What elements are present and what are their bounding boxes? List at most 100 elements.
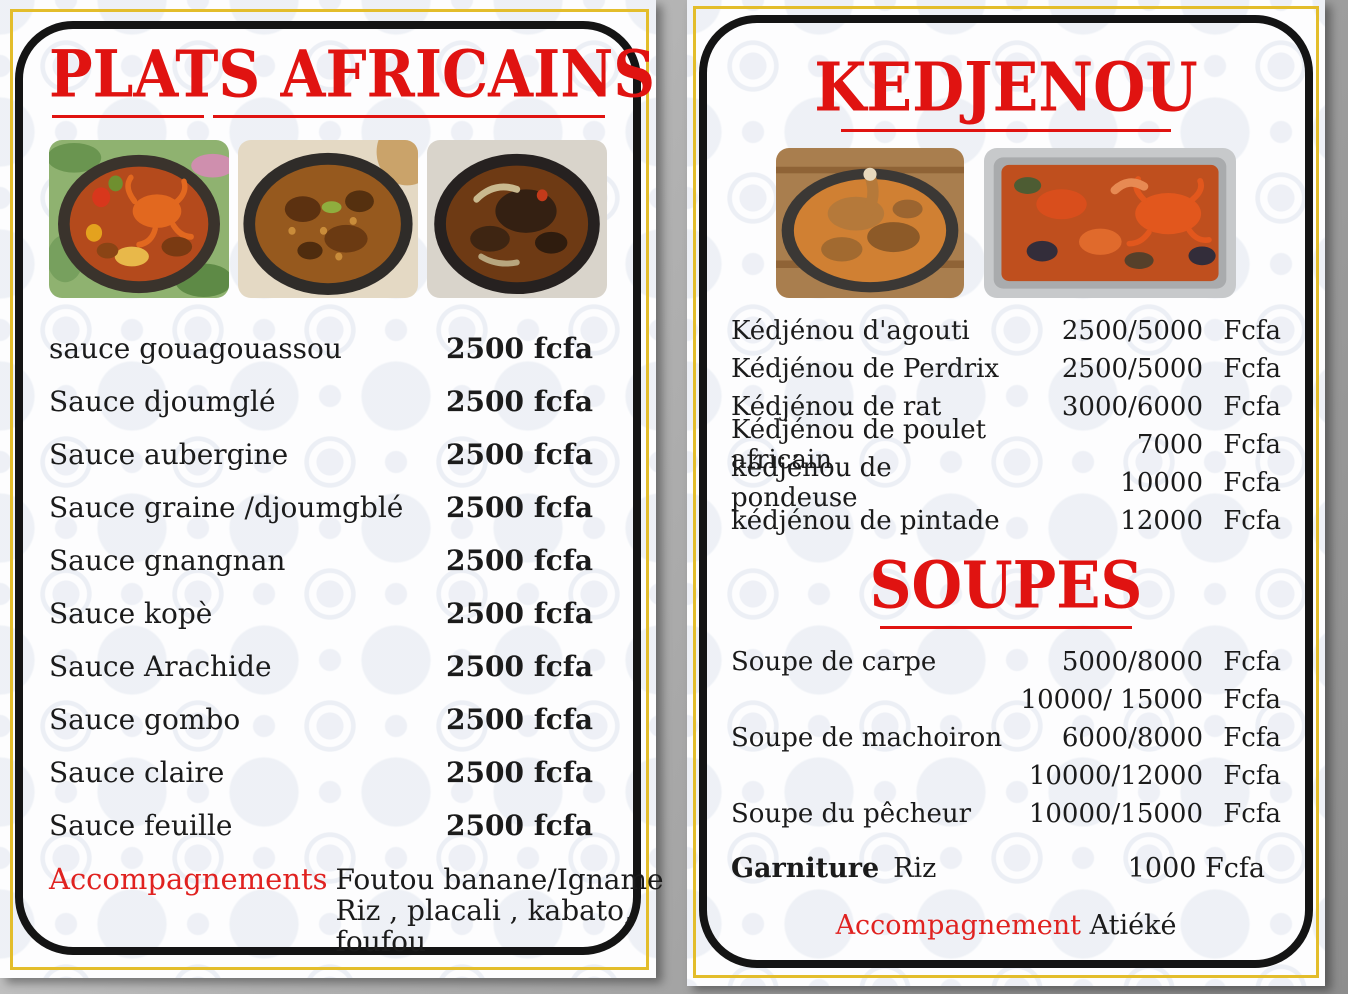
- title-underline: [49, 114, 607, 118]
- item-name: Sauce graine /djoumgblé: [49, 490, 404, 524]
- item-name: Kédjénou de rat: [731, 392, 942, 422]
- garniture-price: 1000 Fcfa: [1127, 852, 1265, 884]
- item-name: Sauce kopè: [49, 596, 213, 630]
- item-price: 10000/12000: [1028, 760, 1203, 791]
- item-price: 2500 fcfa: [446, 649, 593, 683]
- menu-item-row: sauce gouagouassou 2500 fcfa: [49, 322, 607, 375]
- item-name: Sauce gombo: [49, 702, 241, 736]
- item-price: 2500 fcfa: [446, 490, 593, 524]
- menu-item-row: Sauce gnangnan 2500 fcfa: [49, 534, 607, 587]
- item-name: Sauce claire: [49, 755, 225, 789]
- menu-item-row: Soupe du pêcheur 10000/15000 Fcfa: [731, 795, 1281, 833]
- item-name: Kédjénou d'agouti: [731, 316, 970, 346]
- crab-stew-photo: [49, 139, 229, 298]
- item-price: 5000/8000: [1061, 646, 1203, 677]
- item-name: Sauce djoumglé: [49, 384, 276, 418]
- right-menu-card: KEDJENOU: [699, 15, 1313, 968]
- item-price: 7000: [1136, 430, 1203, 460]
- accompaniment-line: Accompagnement Atiéké: [731, 910, 1281, 941]
- kedjenou-title: KEDJENOU: [814, 48, 1198, 128]
- left-menu-list: sauce gouagouassou 2500 fcfa Sauce djoum…: [49, 322, 607, 852]
- item-price: 2500 fcfa: [446, 437, 593, 471]
- menu-item-row: Kédjénou d'agouti 2500/5000 Fcfa: [731, 312, 1281, 350]
- accompaniments-line: Foutou banane/Igname: [335, 862, 664, 896]
- title-underline: [731, 129, 1281, 132]
- item-price: 10000/15000: [1028, 798, 1203, 829]
- garniture-name: Riz: [893, 852, 937, 884]
- menu-item-row: Sauce aubergine 2500 fcfa: [49, 428, 607, 481]
- soupes-list: Soupe de carpe 5000/8000 Fcfa 10000/ 150…: [731, 643, 1281, 833]
- item-price: 2500/5000: [1061, 354, 1203, 384]
- accompaniment-label: Accompagnement: [835, 909, 1082, 941]
- item-price: 3000/6000: [1061, 392, 1203, 422]
- chicken-kedjenou-photo: [776, 148, 964, 298]
- price-unit: Fcfa: [1223, 760, 1281, 791]
- item-price: 6000/8000: [1061, 722, 1203, 753]
- price-unit: Fcfa: [1223, 468, 1281, 498]
- right-menu-page: KEDJENOU: [687, 0, 1325, 986]
- title-underline: [731, 625, 1281, 629]
- price-unit: Fcfa: [1223, 316, 1281, 346]
- item-name: Kédjénou de Perdrix: [731, 354, 1000, 384]
- item-name: Sauce gnangnan: [49, 543, 286, 577]
- item-name: Soupe de machoiron: [731, 722, 1003, 753]
- dark-meat-stew-photo: [427, 139, 607, 298]
- price-unit: Fcfa: [1223, 798, 1281, 829]
- menu-item-row: Kédjénou de Perdrix 2500/5000 Fcfa: [731, 350, 1281, 388]
- accompaniments-label: Accompagnements: [49, 861, 328, 896]
- seafood-kedjenou-photo: [984, 148, 1236, 298]
- menu-item-row: Kédjénou de poulet africain 7000 Fcfa: [731, 415, 1281, 475]
- item-price: 2500 fcfa: [446, 596, 593, 630]
- item-price: 2500 fcfa: [446, 384, 593, 418]
- menu-item-row: Sauce Arachide 2500 fcfa: [49, 640, 607, 693]
- left-photo-strip: [49, 139, 607, 298]
- accompaniments-block: Accompagnements Foutou banane/Igname Riz…: [49, 861, 664, 957]
- price-unit: Fcfa: [1223, 646, 1281, 677]
- price-unit: Fcfa: [1223, 506, 1281, 536]
- item-price: 2500/5000: [1061, 316, 1203, 346]
- accompaniments-line: foufou: [335, 924, 427, 958]
- menu-item-row: 10000/ 15000 Fcfa: [731, 681, 1281, 719]
- price-unit: Fcfa: [1223, 354, 1281, 384]
- item-price: 2500 fcfa: [446, 702, 593, 736]
- left-page-title: PLATS AFRICAINS: [49, 35, 656, 112]
- price-unit: Fcfa: [1223, 430, 1281, 460]
- item-name: Soupe du pêcheur: [731, 798, 972, 829]
- item-price: 10000/ 15000: [1020, 684, 1203, 715]
- item-name: kédjénou de pondeuse: [731, 453, 892, 513]
- menu-item-row: Sauce gombo 2500 fcfa: [49, 693, 607, 746]
- item-name: Sauce Arachide: [49, 649, 272, 683]
- item-name: Sauce aubergine: [49, 437, 289, 471]
- okra-stew-photo: [238, 139, 418, 298]
- right-photo-strip: [731, 148, 1281, 298]
- price-unit: Fcfa: [1223, 392, 1281, 422]
- item-price: 10000: [1120, 468, 1203, 498]
- garniture-row: Garniture Riz 1000 Fcfa: [731, 853, 1281, 884]
- left-menu-card: PLATS AFRICAINS: [15, 21, 664, 957]
- kedjenou-list: Kédjénou d'agouti 2500/5000 Fcfa Kédjéno…: [731, 312, 1281, 540]
- item-price: 2500 fcfa: [446, 808, 593, 842]
- item-name: Soupe de carpe: [731, 646, 937, 677]
- menu-item-row: Soupe de carpe 5000/8000 Fcfa: [731, 643, 1281, 681]
- menu-item-row: Kédjénou de rat 3000/6000 Fcfa: [731, 388, 1281, 426]
- menu-item-row: 10000/12000 Fcfa: [731, 757, 1281, 795]
- item-price: 12000: [1120, 506, 1203, 536]
- menu-item-row: Sauce feuille 2500 fcfa: [49, 799, 607, 852]
- item-name: sauce gouagouassou: [49, 331, 342, 365]
- item-name: kédjénou de pintade: [731, 506, 1000, 536]
- menu-item-row: Sauce djoumglé 2500 fcfa: [49, 375, 607, 428]
- garniture-label: Garniture: [731, 852, 880, 884]
- menu-item-row: kédjénou de pondeuse 10000 Fcfa: [731, 453, 1281, 513]
- item-price: 2500 fcfa: [446, 331, 593, 365]
- accompaniments-line: Riz , placali , kabato,: [335, 893, 633, 927]
- item-price: 2500 fcfa: [446, 755, 593, 789]
- accompaniments-value: Foutou banane/Igname Riz , placali , kab…: [336, 864, 664, 957]
- soupes-title: SOUPES: [869, 546, 1143, 623]
- menu-item-row: kédjénou de pintade 12000 Fcfa: [731, 502, 1281, 540]
- price-unit: Fcfa: [1223, 684, 1281, 715]
- item-price: 2500 fcfa: [446, 543, 593, 577]
- accompaniment-value: Atiéké: [1089, 909, 1177, 941]
- menu-item-row: Sauce claire 2500 fcfa: [49, 746, 607, 799]
- item-name: Sauce feuille: [49, 808, 233, 842]
